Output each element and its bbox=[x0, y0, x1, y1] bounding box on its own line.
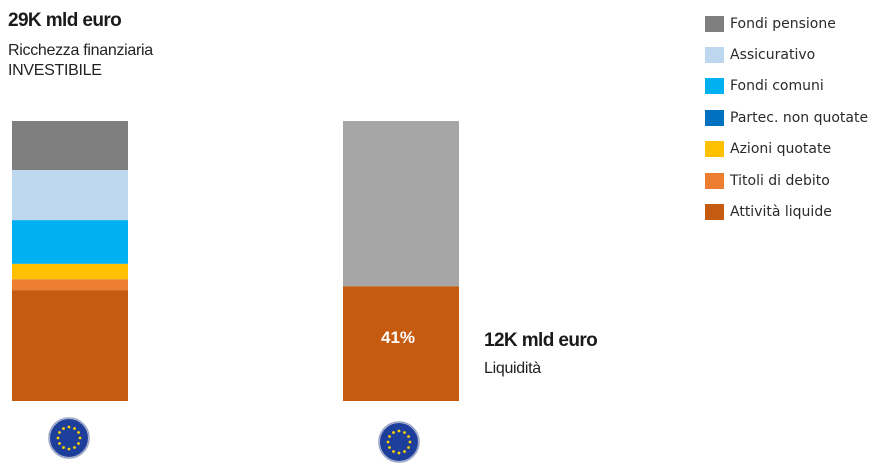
legend-label: Titoli di debito bbox=[730, 172, 830, 189]
legend-swatch bbox=[705, 15, 724, 32]
legend-swatch bbox=[705, 172, 724, 189]
legend-swatch bbox=[705, 141, 724, 158]
legend-label: Assicurativo bbox=[730, 47, 816, 64]
left-bar-description: Ricchezza finanziaria bbox=[8, 42, 153, 59]
legend-label: Fondi comuni bbox=[730, 78, 824, 95]
legend-item: Titoli di debito bbox=[705, 165, 868, 196]
chart-legend: Fondi pensione Assicurativo Fondi comuni Pa… bbox=[705, 8, 868, 228]
legend-label: Fondi pensione bbox=[730, 15, 836, 32]
bar-segment-azioni-quotate-0 bbox=[12, 263, 128, 280]
legend-item: Assicurativo bbox=[705, 39, 868, 70]
bar-segment-fondi-comuni-0 bbox=[12, 220, 128, 264]
legend-label: Attività liquide bbox=[730, 204, 832, 221]
bar-segment-rest-1 bbox=[343, 121, 459, 287]
legend-swatch bbox=[705, 78, 724, 95]
legend-label: Azioni quotate bbox=[730, 141, 832, 158]
eu-flag-icon bbox=[48, 417, 90, 459]
legend-swatch bbox=[705, 47, 724, 64]
eu-flag-icon bbox=[378, 421, 420, 463]
left-bar-description-2: INVESTIBILE bbox=[8, 62, 102, 79]
legend-swatch bbox=[705, 204, 724, 221]
left-bar-total-value: 29K mld euro bbox=[8, 10, 122, 31]
data-label-liquidity-percent: 41% bbox=[380, 328, 416, 347]
legend-item: Azioni quotate bbox=[705, 134, 868, 165]
bars-group bbox=[12, 121, 459, 401]
bar-segment-attivit-liquide-1 bbox=[343, 286, 459, 401]
bar-segment-assicurativo-0 bbox=[12, 170, 128, 221]
right-bar-total-value: 12K mld euro bbox=[484, 330, 598, 351]
legend-item: Fondi pensione bbox=[705, 8, 868, 39]
legend-swatch bbox=[705, 109, 724, 126]
legend-label: Partec. non quotate bbox=[730, 109, 869, 126]
legend-item: Attività liquide bbox=[705, 196, 868, 227]
bar-segment-titoli-di-debito-0 bbox=[12, 279, 128, 291]
bar-segment-attivit-liquide-0 bbox=[12, 290, 128, 401]
bar-segment-fondi-pensione-0 bbox=[12, 121, 128, 170]
right-bar-description: Liquidità bbox=[484, 360, 541, 377]
legend-item: Partec. non quotate bbox=[705, 102, 868, 133]
legend-item: Fondi comuni bbox=[705, 71, 868, 102]
